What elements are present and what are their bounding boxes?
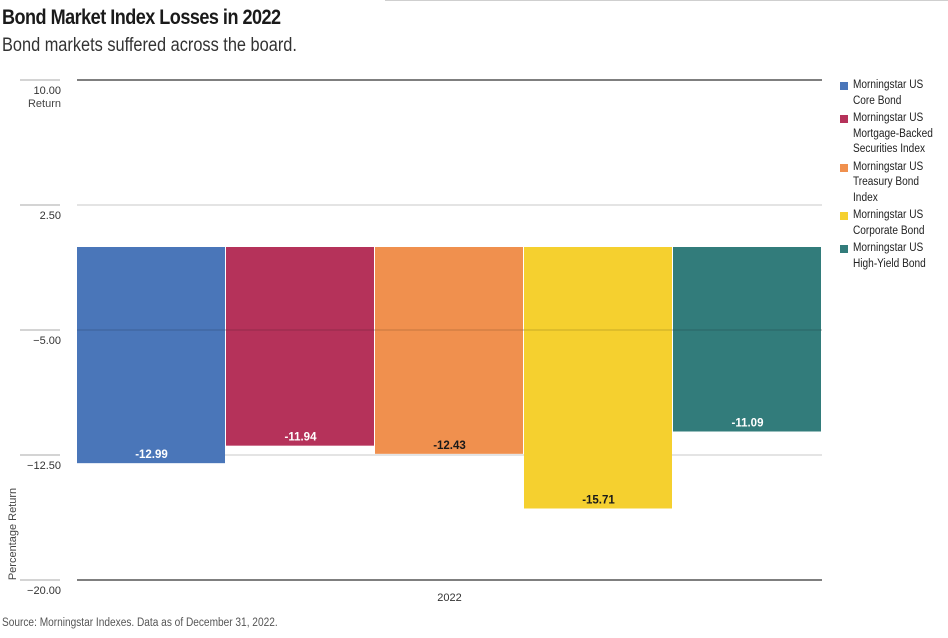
bar-4 bbox=[524, 247, 672, 509]
bar-value-label: -12.43 bbox=[433, 440, 466, 452]
y-axis-title: Percentage Return bbox=[7, 488, 19, 580]
legend: Morningstar US Core Bond Morningstar US M… bbox=[840, 78, 948, 274]
legend-item: Morningstar US Corporate Bond bbox=[840, 208, 948, 239]
legend-item: Morningstar US Core Bond bbox=[840, 78, 948, 109]
source-note: Source: Morningstar Indexes. Data as of … bbox=[2, 617, 278, 629]
legend-swatch bbox=[840, 82, 848, 90]
legend-item: Morningstar US Treasury Bond Index bbox=[840, 160, 948, 207]
y-tick-label: −20.00 bbox=[27, 585, 61, 597]
y-tick-label: −12.50 bbox=[27, 460, 61, 472]
y-tick-label: −5.00 bbox=[33, 335, 61, 347]
bar-value-label: -11.94 bbox=[285, 432, 318, 444]
axis-labels: 10.00 2.50 −5.00 −12.50 −20.00 Return Percenta… bbox=[7, 85, 462, 604]
legend-label: Morningstar US Treasury Bond Index bbox=[853, 160, 924, 204]
bar-2 bbox=[226, 247, 374, 446]
bar-value-label: -12.99 bbox=[135, 449, 168, 461]
legend-swatch bbox=[840, 212, 848, 220]
bar-1 bbox=[77, 247, 225, 464]
y-tick-label: 10.00 bbox=[33, 85, 61, 97]
bar-3 bbox=[375, 247, 523, 454]
chart-subtitle: Bond markets suffered across the board. bbox=[2, 35, 297, 56]
legend-label: Morningstar US Corporate Bond bbox=[853, 209, 925, 237]
legend-label: Morningstar US Core Bond bbox=[853, 79, 924, 107]
y-unit-label: Return bbox=[28, 98, 61, 110]
y-tick-label: 2.50 bbox=[40, 210, 61, 222]
legend-swatch bbox=[840, 245, 848, 253]
legend-swatch bbox=[840, 115, 848, 123]
legend-item: Morningstar US Mortgage-Backed Securitie… bbox=[840, 111, 948, 158]
data-labels: -12.99 -11.94 -12.43 -15.71 -11.09 bbox=[77, 329, 822, 507]
bar-value-label: -15.71 bbox=[582, 495, 615, 507]
x-category-label: 2022 bbox=[437, 592, 461, 604]
legend-item: Morningstar US High-Yield Bond bbox=[840, 241, 948, 272]
bar-value-label: -11.09 bbox=[732, 418, 764, 430]
top-rule bbox=[385, 0, 948, 1]
bars bbox=[77, 247, 821, 509]
chart-title: Bond Market Index Losses in 2022 bbox=[2, 6, 281, 29]
legend-swatch bbox=[840, 163, 848, 172]
legend-label: Morningstar US High-Yield Bond bbox=[853, 242, 926, 270]
legend-label: Morningstar US Mortgage-Backed Securitie… bbox=[853, 112, 933, 155]
bar-5 bbox=[673, 247, 821, 432]
